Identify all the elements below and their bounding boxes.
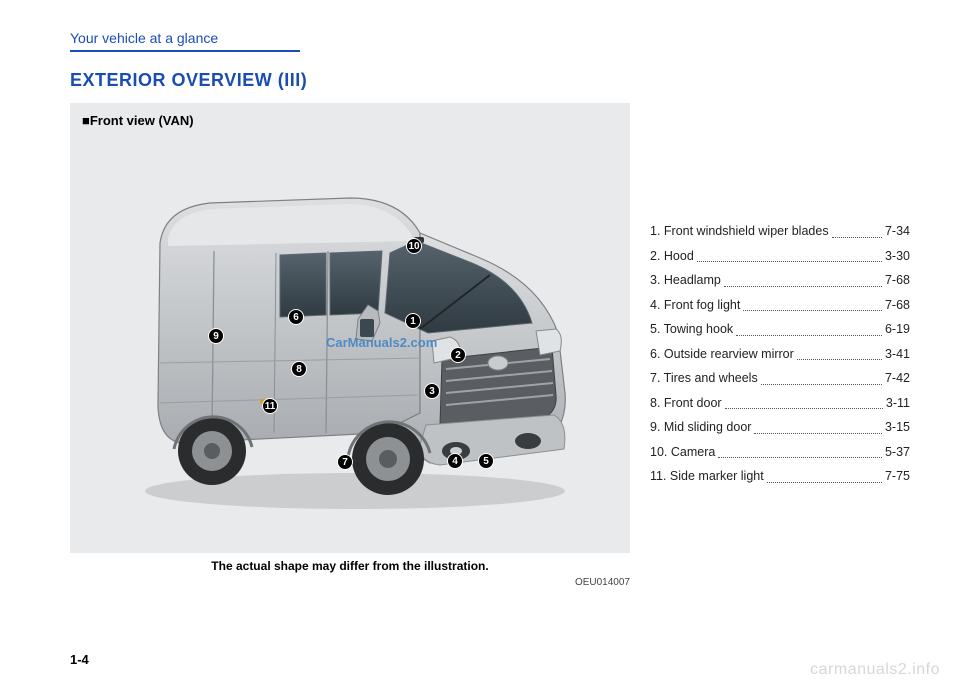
page: Your vehicle at a glance EXTERIOR OVERVI…	[0, 0, 960, 689]
legend-label: 1. Front windshield wiper blades	[650, 223, 829, 241]
callout-10: 10	[406, 238, 422, 254]
callout-5: 5	[478, 453, 494, 469]
legend-page: 5-37	[885, 444, 910, 462]
legend-label: 9. Mid sliding door	[650, 419, 751, 437]
legend-row: 4. Front fog light 7-68	[650, 297, 910, 315]
callout-1: 1	[405, 313, 421, 329]
callout-11: 11	[262, 398, 278, 414]
illustration-label: ■Front view (VAN)	[82, 113, 194, 128]
site-watermark: carmanuals2.info	[810, 661, 940, 679]
legend-label: 3. Headlamp	[650, 272, 721, 290]
legend-page: 3-11	[886, 395, 910, 413]
callout-3: 3	[424, 383, 440, 399]
legend-label: 5. Towing hook	[650, 321, 733, 339]
legend-page: 3-30	[885, 248, 910, 266]
legend-dots	[718, 444, 882, 459]
legend-row: 1. Front windshield wiper blades 7-34	[650, 223, 910, 241]
illustration-code: OEU014007	[70, 577, 630, 588]
legend-page: 7-68	[885, 297, 910, 315]
legend-page: 7-42	[885, 370, 910, 388]
legend-page: 7-75	[885, 468, 910, 486]
van-svg	[120, 163, 590, 523]
illustration-column: ■Front view (VAN) CarManuals2.com	[70, 103, 630, 588]
legend-dots	[767, 468, 882, 483]
legend-dots	[697, 248, 882, 263]
legend-label: 2. Hood	[650, 248, 694, 266]
legend-page: 3-15	[885, 419, 910, 437]
callout-2: 2	[450, 347, 466, 363]
legend-page: 3-41	[885, 346, 910, 364]
legend-dots	[736, 321, 882, 336]
section-header: Your vehicle at a glance	[70, 30, 300, 52]
legend-dots	[725, 395, 883, 410]
legend-dots	[754, 419, 882, 434]
content-row: ■Front view (VAN) CarManuals2.com	[70, 103, 910, 588]
legend-dots	[743, 297, 882, 312]
legend-page: 7-34	[885, 223, 910, 241]
van-illustration	[120, 163, 590, 523]
legend-dots	[724, 272, 882, 287]
legend-page: 6-19	[885, 321, 910, 339]
page-title: EXTERIOR OVERVIEW (III)	[70, 70, 910, 91]
legend-label: 7. Tires and wheels	[650, 370, 758, 388]
legend-row: 5. Towing hook 6-19	[650, 321, 910, 339]
legend-dots	[797, 346, 882, 361]
callout-8: 8	[291, 361, 307, 377]
callout-4: 4	[447, 453, 463, 469]
legend-row: 2. Hood 3-30	[650, 248, 910, 266]
legend-row: 6. Outside rearview mirror 3-41	[650, 346, 910, 364]
legend-list: 1. Front windshield wiper blades 7-34 2. …	[650, 103, 910, 588]
legend-row: 11. Side marker light 7-75	[650, 468, 910, 486]
legend-row: 9. Mid sliding door 3-15	[650, 419, 910, 437]
legend-dots	[832, 223, 882, 238]
legend-row: 8. Front door 3-11	[650, 395, 910, 413]
legend-label: 10. Camera	[650, 444, 715, 462]
callout-6: 6	[288, 309, 304, 325]
legend-row: 3. Headlamp 7-68	[650, 272, 910, 290]
legend-label: 8. Front door	[650, 395, 722, 413]
legend-page: 7-68	[885, 272, 910, 290]
legend-label: 4. Front fog light	[650, 297, 740, 315]
legend-row: 10. Camera 5-37	[650, 444, 910, 462]
legend-label: 6. Outside rearview mirror	[650, 346, 794, 364]
illustration-caption: The actual shape may differ from the ill…	[70, 559, 630, 573]
legend-row: 7. Tires and wheels 7-42	[650, 370, 910, 388]
illustration-box: ■Front view (VAN) CarManuals2.com	[70, 103, 630, 553]
callout-9: 9	[208, 328, 224, 344]
callout-7: 7	[337, 454, 353, 470]
page-number: 1-4	[70, 652, 89, 667]
legend-dots	[761, 370, 882, 385]
legend-label: 11. Side marker light	[650, 468, 764, 486]
